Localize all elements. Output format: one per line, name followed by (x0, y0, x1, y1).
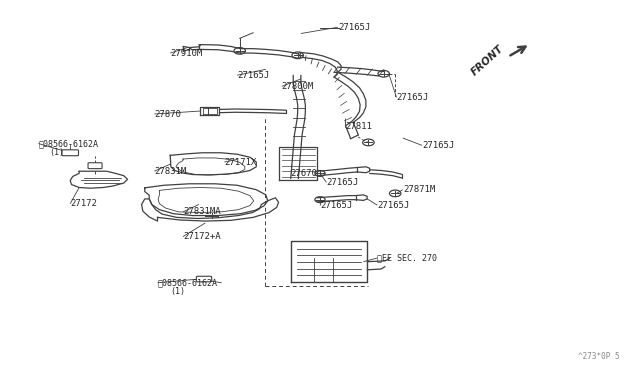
FancyBboxPatch shape (62, 150, 79, 156)
FancyBboxPatch shape (88, 163, 102, 169)
Text: Ⓢ08566-6162A: Ⓢ08566-6162A (157, 278, 218, 287)
Text: (1): (1) (170, 287, 185, 296)
Text: ^273*0P 5: ^273*0P 5 (578, 352, 620, 361)
Text: 27165J: 27165J (378, 201, 410, 210)
Text: 27172+A: 27172+A (183, 232, 221, 241)
Text: 27800M: 27800M (282, 82, 314, 91)
Text: 27670: 27670 (291, 169, 317, 177)
Text: 27165J: 27165J (396, 93, 429, 102)
Text: 27831MA: 27831MA (183, 207, 221, 217)
Text: 27871M: 27871M (403, 185, 435, 194)
Text: 27165J: 27165J (320, 201, 352, 210)
Text: 27811: 27811 (346, 122, 372, 131)
Text: 27165J: 27165J (237, 71, 269, 80)
Text: 27831M: 27831M (154, 167, 187, 176)
Text: ⓈEE SEC. 270: ⓈEE SEC. 270 (378, 253, 437, 263)
Text: 27165J: 27165J (338, 23, 370, 32)
Text: 27910M: 27910M (170, 49, 202, 58)
Text: (1): (1) (49, 148, 64, 157)
Text: 27165J: 27165J (326, 178, 358, 187)
Text: Ⓢ08566-6162A: Ⓢ08566-6162A (38, 139, 99, 148)
FancyBboxPatch shape (196, 276, 212, 282)
Text: 27870: 27870 (154, 109, 181, 119)
Text: 27172: 27172 (70, 199, 97, 208)
Text: 27165J: 27165J (422, 141, 454, 150)
Text: 27171X: 27171X (225, 157, 257, 167)
Text: FRONT: FRONT (470, 44, 506, 77)
